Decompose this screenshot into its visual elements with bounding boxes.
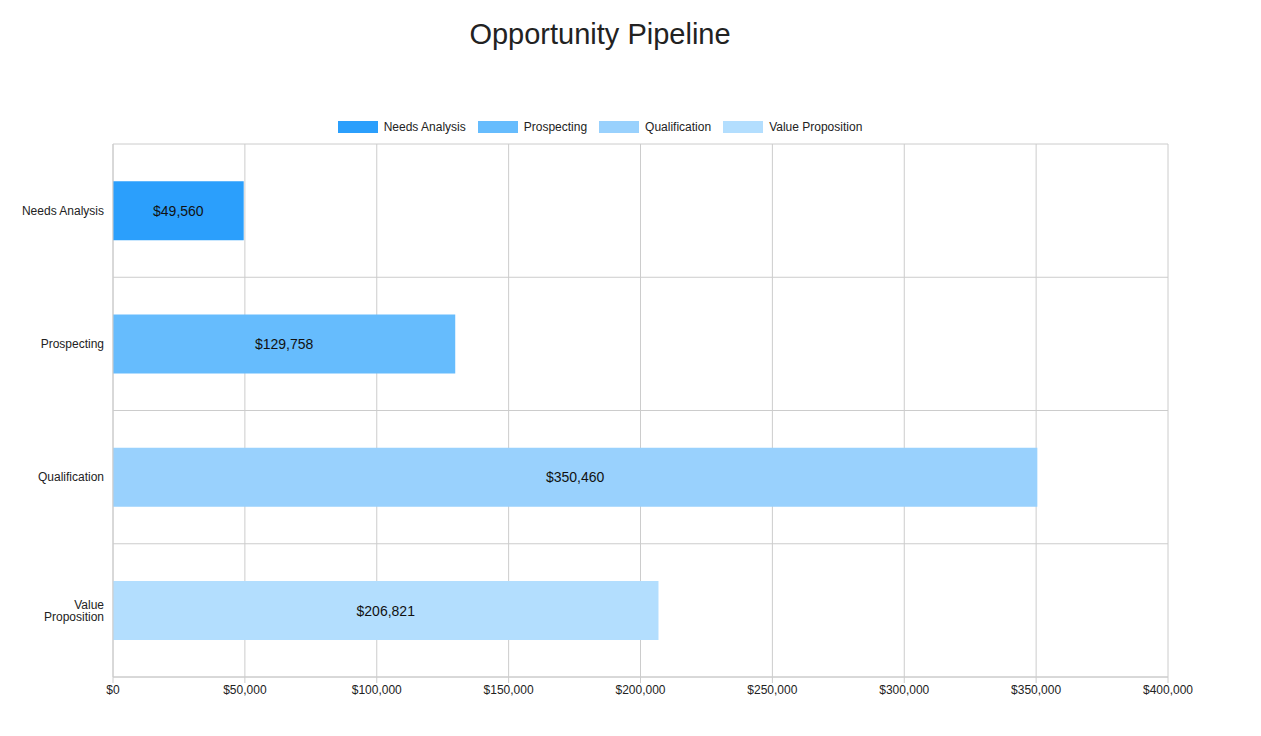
svg-text:$150,000: $150,000 <box>484 683 534 697</box>
html-text:Prospecting: Prospecting <box>523 120 588 134</box>
html-text:Value Proposition: Value Proposition <box>769 120 863 134</box>
svg-text:Qualification: Qualification <box>38 470 104 484</box>
svg-text:$100,000: $100,000 <box>352 683 402 697</box>
svg-text:$350,460: $350,460 <box>546 469 605 485</box>
svg-text:$300,000: $300,000 <box>879 683 929 697</box>
svg-text:ValueProposition: ValueProposition <box>44 598 104 624</box>
svg-text:$129,758: $129,758 <box>255 336 314 352</box>
svg-text:$50,000: $50,000 <box>223 683 267 697</box>
svg-text:$0: $0 <box>106 683 120 697</box>
svg-text:$250,000: $250,000 <box>747 683 797 697</box>
html-text:Needs Analysis: Needs Analysis <box>383 120 466 134</box>
html-text:Qualification: Qualification <box>645 120 712 134</box>
svg-text:Prospecting: Prospecting <box>41 337 104 351</box>
svg-text:$350,000: $350,000 <box>1011 683 1061 697</box>
html-text:Opportunity Pipeline: Opportunity Pipeline <box>469 18 731 50</box>
svg-text:$206,821: $206,821 <box>357 603 416 619</box>
svg-text:$200,000: $200,000 <box>615 683 665 697</box>
svg-text:$49,560: $49,560 <box>153 203 204 219</box>
svg-text:Needs Analysis: Needs Analysis <box>22 204 104 218</box>
svg-text:$400,000: $400,000 <box>1143 683 1193 697</box>
